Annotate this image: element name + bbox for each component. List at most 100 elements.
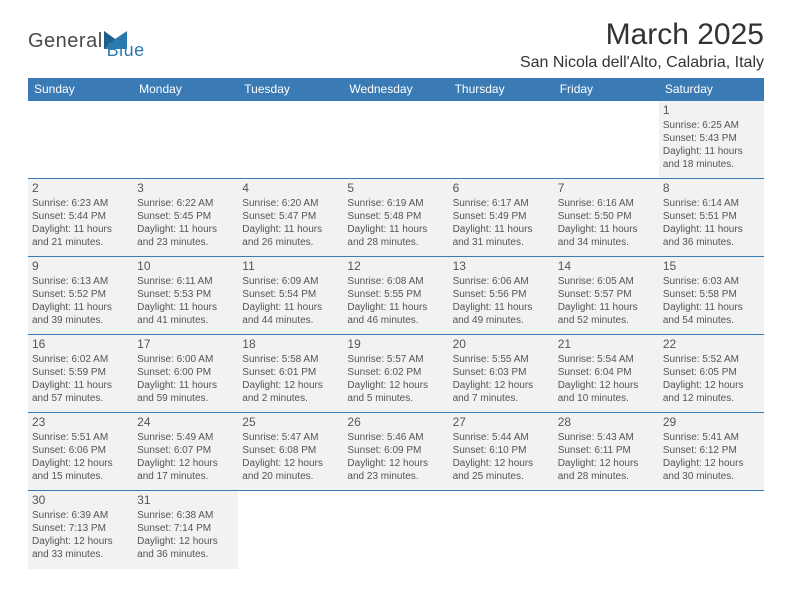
day-cell: 26Sunrise: 5:46 AMSunset: 6:09 PMDayligh…	[343, 413, 448, 491]
sunset-text: Sunset: 5:45 PM	[137, 210, 234, 223]
daylight-text: Daylight: 12 hours and 17 minutes.	[137, 457, 234, 483]
sunset-text: Sunset: 6:07 PM	[137, 444, 234, 457]
sunset-text: Sunset: 7:14 PM	[137, 522, 234, 535]
sunrise-text: Sunrise: 6:19 AM	[347, 197, 444, 210]
daylight-text: Daylight: 12 hours and 36 minutes.	[137, 535, 234, 561]
daylight-text: Daylight: 11 hours and 41 minutes.	[137, 301, 234, 327]
calendar-row: 9Sunrise: 6:13 AMSunset: 5:52 PMDaylight…	[28, 257, 764, 335]
location-subtitle: San Nicola dell'Alto, Calabria, Italy	[520, 54, 764, 72]
day-number: 26	[347, 415, 444, 431]
sunset-text: Sunset: 6:09 PM	[347, 444, 444, 457]
day-number: 3	[137, 181, 234, 197]
daylight-text: Daylight: 12 hours and 5 minutes.	[347, 379, 444, 405]
daylight-text: Daylight: 11 hours and 31 minutes.	[453, 223, 550, 249]
daylight-text: Daylight: 11 hours and 52 minutes.	[558, 301, 655, 327]
empty-cell	[238, 101, 343, 179]
weekday-header-row: Sunday Monday Tuesday Wednesday Thursday…	[28, 78, 764, 101]
day-cell: 20Sunrise: 5:55 AMSunset: 6:03 PMDayligh…	[449, 335, 554, 413]
sunset-text: Sunset: 5:47 PM	[242, 210, 339, 223]
day-number: 19	[347, 337, 444, 353]
sunrise-text: Sunrise: 5:51 AM	[32, 431, 129, 444]
daylight-text: Daylight: 12 hours and 23 minutes.	[347, 457, 444, 483]
day-cell: 6Sunrise: 6:17 AMSunset: 5:49 PMDaylight…	[449, 179, 554, 257]
brand-text-2: Blue	[107, 22, 145, 61]
calendar-row: 30Sunrise: 6:39 AMSunset: 7:13 PMDayligh…	[28, 491, 764, 569]
title-block: March 2025 San Nicola dell'Alto, Calabri…	[520, 18, 764, 72]
day-cell: 16Sunrise: 6:02 AMSunset: 5:59 PMDayligh…	[28, 335, 133, 413]
day-cell: 17Sunrise: 6:00 AMSunset: 6:00 PMDayligh…	[133, 335, 238, 413]
day-cell: 15Sunrise: 6:03 AMSunset: 5:58 PMDayligh…	[659, 257, 764, 335]
day-number: 4	[242, 181, 339, 197]
day-cell: 2Sunrise: 6:23 AMSunset: 5:44 PMDaylight…	[28, 179, 133, 257]
day-cell: 13Sunrise: 6:06 AMSunset: 5:56 PMDayligh…	[449, 257, 554, 335]
sunset-text: Sunset: 5:50 PM	[558, 210, 655, 223]
day-number: 30	[32, 493, 129, 509]
day-number: 6	[453, 181, 550, 197]
day-cell: 23Sunrise: 5:51 AMSunset: 6:06 PMDayligh…	[28, 413, 133, 491]
daylight-text: Daylight: 11 hours and 59 minutes.	[137, 379, 234, 405]
sunrise-text: Sunrise: 6:22 AM	[137, 197, 234, 210]
daylight-text: Daylight: 11 hours and 28 minutes.	[347, 223, 444, 249]
weekday-header: Friday	[554, 78, 659, 101]
empty-cell	[449, 101, 554, 179]
weekday-header: Saturday	[659, 78, 764, 101]
day-number: 14	[558, 259, 655, 275]
sunset-text: Sunset: 5:48 PM	[347, 210, 444, 223]
daylight-text: Daylight: 12 hours and 25 minutes.	[453, 457, 550, 483]
sunset-text: Sunset: 6:00 PM	[137, 366, 234, 379]
day-number: 28	[558, 415, 655, 431]
sunrise-text: Sunrise: 6:38 AM	[137, 509, 234, 522]
sunset-text: Sunset: 6:01 PM	[242, 366, 339, 379]
day-number: 5	[347, 181, 444, 197]
empty-cell	[28, 101, 133, 179]
empty-cell	[449, 491, 554, 569]
daylight-text: Daylight: 12 hours and 30 minutes.	[663, 457, 760, 483]
day-cell: 21Sunrise: 5:54 AMSunset: 6:04 PMDayligh…	[554, 335, 659, 413]
day-cell: 5Sunrise: 6:19 AMSunset: 5:48 PMDaylight…	[343, 179, 448, 257]
daylight-text: Daylight: 12 hours and 10 minutes.	[558, 379, 655, 405]
calendar-row: 23Sunrise: 5:51 AMSunset: 6:06 PMDayligh…	[28, 413, 764, 491]
sunrise-text: Sunrise: 6:00 AM	[137, 353, 234, 366]
daylight-text: Daylight: 12 hours and 33 minutes.	[32, 535, 129, 561]
sunrise-text: Sunrise: 6:17 AM	[453, 197, 550, 210]
daylight-text: Daylight: 12 hours and 20 minutes.	[242, 457, 339, 483]
sunrise-text: Sunrise: 6:03 AM	[663, 275, 760, 288]
day-cell: 12Sunrise: 6:08 AMSunset: 5:55 PMDayligh…	[343, 257, 448, 335]
day-cell: 18Sunrise: 5:58 AMSunset: 6:01 PMDayligh…	[238, 335, 343, 413]
day-number: 20	[453, 337, 550, 353]
day-cell: 14Sunrise: 6:05 AMSunset: 5:57 PMDayligh…	[554, 257, 659, 335]
sunrise-text: Sunrise: 5:55 AM	[453, 353, 550, 366]
sunset-text: Sunset: 6:10 PM	[453, 444, 550, 457]
empty-cell	[343, 101, 448, 179]
header: General Blue March 2025 San Nicola dell'…	[28, 18, 764, 72]
sunset-text: Sunset: 6:11 PM	[558, 444, 655, 457]
day-number: 13	[453, 259, 550, 275]
sunset-text: Sunset: 5:58 PM	[663, 288, 760, 301]
empty-cell	[238, 491, 343, 569]
daylight-text: Daylight: 11 hours and 54 minutes.	[663, 301, 760, 327]
day-cell: 4Sunrise: 6:20 AMSunset: 5:47 PMDaylight…	[238, 179, 343, 257]
day-number: 2	[32, 181, 129, 197]
daylight-text: Daylight: 12 hours and 12 minutes.	[663, 379, 760, 405]
sunrise-text: Sunrise: 6:09 AM	[242, 275, 339, 288]
day-cell: 7Sunrise: 6:16 AMSunset: 5:50 PMDaylight…	[554, 179, 659, 257]
day-number: 25	[242, 415, 339, 431]
day-number: 16	[32, 337, 129, 353]
brand-logo: General Blue	[28, 18, 145, 61]
sunrise-text: Sunrise: 5:44 AM	[453, 431, 550, 444]
day-number: 8	[663, 181, 760, 197]
sunrise-text: Sunrise: 5:47 AM	[242, 431, 339, 444]
daylight-text: Daylight: 11 hours and 21 minutes.	[32, 223, 129, 249]
daylight-text: Daylight: 11 hours and 39 minutes.	[32, 301, 129, 327]
sunrise-text: Sunrise: 5:43 AM	[558, 431, 655, 444]
day-number: 27	[453, 415, 550, 431]
sunset-text: Sunset: 6:05 PM	[663, 366, 760, 379]
day-number: 9	[32, 259, 129, 275]
sunrise-text: Sunrise: 5:57 AM	[347, 353, 444, 366]
empty-cell	[554, 491, 659, 569]
sunrise-text: Sunrise: 6:39 AM	[32, 509, 129, 522]
sunset-text: Sunset: 5:55 PM	[347, 288, 444, 301]
daylight-text: Daylight: 11 hours and 46 minutes.	[347, 301, 444, 327]
day-number: 1	[663, 103, 760, 119]
day-number: 31	[137, 493, 234, 509]
